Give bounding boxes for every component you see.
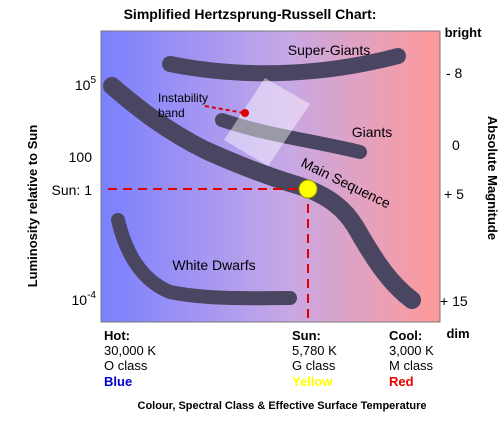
sun-class: G class xyxy=(292,358,336,373)
hot-title: Hot: xyxy=(104,328,130,343)
giants-band xyxy=(215,113,367,159)
right-tick-plus15: + 15 xyxy=(440,293,468,309)
instability-band xyxy=(224,78,310,166)
sun-class-block: Sun: 5,780 K G class Yellow xyxy=(292,328,337,389)
white-dwarfs-label: White Dwarfs xyxy=(172,257,255,273)
magnitude-axis-label: Absolute Magnitude xyxy=(485,116,500,240)
chart-title: Simplified Hertzsprung-Russell Chart: xyxy=(124,6,377,22)
luminosity-axis-label: Luminosity relative to Sun xyxy=(25,125,40,288)
right-bottom-note: dim xyxy=(446,326,469,341)
hot-class-block: Hot: 30,000 K O class Blue xyxy=(104,328,156,389)
white-dwarfs-band xyxy=(111,213,297,306)
cool-temp: 3,000 K xyxy=(389,343,434,358)
sun-colour: Yellow xyxy=(292,374,333,389)
cool-class-block: Cool: 3,000 K M class Red xyxy=(389,328,434,389)
cool-title: Cool: xyxy=(389,328,422,343)
x-axis-caption: Colour, Spectral Class & Effective Surfa… xyxy=(138,400,427,412)
instability-label-line2: band xyxy=(158,106,185,120)
right-tick-plus5: + 5 xyxy=(444,186,464,202)
left-tick-1e5: 105 xyxy=(75,75,97,93)
super-giants-band xyxy=(162,48,406,82)
sun-temp: 5,780 K xyxy=(292,343,337,358)
hot-class: O class xyxy=(104,358,148,373)
cool-colour: Red xyxy=(389,374,414,389)
right-top-note: bright xyxy=(445,25,482,40)
main-sequence-band xyxy=(103,77,421,309)
sun-marker xyxy=(298,179,318,199)
hot-colour: Blue xyxy=(104,374,132,389)
giants-label: Giants xyxy=(352,124,392,140)
right-tick-minus8: - 8 xyxy=(446,65,463,81)
left-tick-sun: Sun: 1 xyxy=(52,182,93,198)
left-tick-100: 100 xyxy=(69,149,93,165)
sun-title: Sun: xyxy=(292,328,321,343)
left-tick-1e-4: 10-4 xyxy=(72,290,97,308)
instability-label-line1: Instability xyxy=(158,91,208,105)
instability-marker xyxy=(241,109,249,117)
cool-class: M class xyxy=(389,358,434,373)
super-giants-label: Super-Giants xyxy=(288,42,370,58)
right-tick-0: 0 xyxy=(452,137,460,153)
hot-temp: 30,000 K xyxy=(104,343,156,358)
